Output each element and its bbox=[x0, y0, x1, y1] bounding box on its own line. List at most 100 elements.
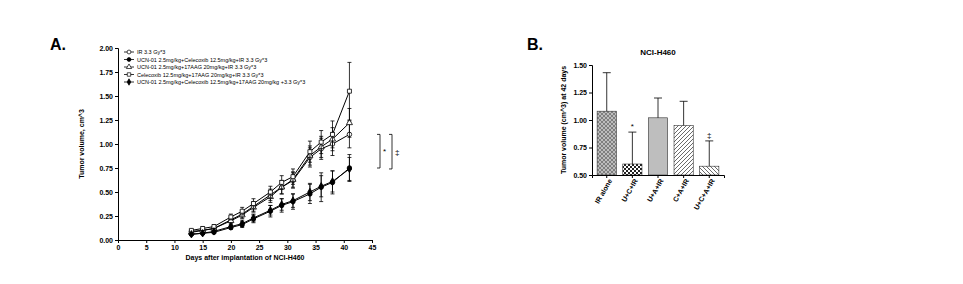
legend-marker bbox=[127, 50, 131, 54]
error-bar-cap bbox=[330, 120, 334, 121]
legend-marker bbox=[127, 58, 131, 62]
error-bar-cap bbox=[268, 197, 272, 198]
legend-marker bbox=[127, 73, 130, 76]
error-bar-cap bbox=[280, 198, 284, 199]
marker bbox=[280, 201, 284, 208]
tick-mark bbox=[203, 240, 204, 243]
marker bbox=[240, 220, 244, 227]
error-bar-cap bbox=[291, 207, 295, 208]
error-bar bbox=[240, 207, 244, 215]
plot-area bbox=[597, 73, 719, 175]
panel-label: A. bbox=[50, 36, 66, 53]
legend-item: UCN-01 2.5mg/kg+17AAG 20mg/kg+IR 3.3 Gy*… bbox=[124, 64, 256, 70]
error-bar-cap bbox=[251, 212, 255, 213]
error-bar bbox=[251, 215, 255, 223]
tick: 0.50 bbox=[573, 172, 592, 179]
error-bar-cap bbox=[319, 196, 323, 197]
tick-mark bbox=[259, 240, 260, 243]
marker bbox=[268, 190, 272, 194]
error-bar-cap bbox=[330, 150, 334, 151]
error-bar-cap bbox=[319, 157, 323, 158]
error-bar bbox=[251, 199, 255, 209]
error-bar-stem bbox=[683, 101, 684, 125]
tick-label: 0.75 bbox=[573, 144, 587, 151]
tick-mark bbox=[115, 216, 118, 217]
series-line bbox=[191, 91, 349, 230]
chart-title: NCI-H460 bbox=[640, 48, 676, 57]
plot-area bbox=[188, 62, 352, 238]
error-bar bbox=[291, 194, 295, 207]
legend-label: IR 3.3 Gy*3 bbox=[137, 49, 165, 55]
error-bar-cap bbox=[603, 72, 611, 73]
tick: 0 bbox=[117, 240, 121, 251]
tick-label: 15 bbox=[199, 244, 207, 251]
marker bbox=[347, 165, 351, 172]
tick: U+A+IR bbox=[646, 175, 665, 203]
tick-label: 0.50 bbox=[99, 189, 113, 196]
tick-label: 45 bbox=[369, 244, 377, 251]
error-bar bbox=[229, 214, 233, 220]
error-bar-cap bbox=[319, 130, 323, 131]
tick: 30 bbox=[284, 240, 292, 251]
legend-marker bbox=[126, 64, 131, 69]
marker bbox=[347, 89, 351, 93]
marker bbox=[229, 223, 233, 230]
marker bbox=[201, 230, 205, 237]
tick-label: 1.75 bbox=[99, 69, 113, 76]
legend-item: IR 3.3 Gy*3 bbox=[124, 49, 165, 55]
tick-mark bbox=[146, 240, 147, 243]
series-line bbox=[191, 169, 349, 234]
error-bar-cap bbox=[319, 172, 323, 173]
error-bar-cap bbox=[347, 157, 351, 158]
tick-mark bbox=[589, 175, 592, 176]
error-bar-cap bbox=[280, 212, 284, 213]
bracket bbox=[377, 134, 380, 168]
legend-label: UCN-01 2.5mg/kg+Celecoxib 12.5mg/kg+IR 3… bbox=[137, 57, 267, 63]
tick: 15 bbox=[199, 240, 207, 251]
error-bar-stem bbox=[709, 141, 710, 166]
error-bar-cap bbox=[330, 192, 334, 193]
error-bar-cap bbox=[347, 181, 351, 182]
error-bar-cap bbox=[308, 183, 312, 184]
bar bbox=[700, 166, 719, 175]
error-bar bbox=[330, 171, 334, 194]
error-bar-cap bbox=[291, 193, 295, 194]
error-bar-cap bbox=[680, 101, 688, 102]
tick: U+C+A+IR bbox=[693, 175, 716, 211]
tick: 1.00 bbox=[573, 117, 592, 124]
tick-label: C+A+IR bbox=[671, 178, 690, 203]
tick-label: 10 bbox=[171, 244, 179, 251]
tick-label: U+C+IR bbox=[620, 178, 639, 203]
error-bar-cap bbox=[291, 187, 295, 188]
panel-b: B.NCI-H460*‡0.500.751.001.251.50IR alone… bbox=[527, 36, 725, 211]
tick: 25 bbox=[256, 240, 264, 251]
error-bar-cap bbox=[330, 170, 334, 171]
tick: 0.75 bbox=[573, 144, 592, 151]
error-bar bbox=[308, 184, 312, 203]
tick: U+C+IR bbox=[620, 175, 639, 203]
error-bar-cap bbox=[268, 186, 272, 187]
tick-mark bbox=[372, 240, 373, 243]
tick-label: 5 bbox=[145, 244, 149, 251]
tick-label: 1.50 bbox=[99, 93, 113, 100]
tick-label: 1.00 bbox=[99, 141, 113, 148]
y-axis-title: Tumor volume (cm^3) at 42 days bbox=[560, 66, 568, 174]
y-axis: 0.000.250.500.751.001.251.501.752.00 bbox=[99, 45, 118, 244]
error-bar-cap bbox=[330, 147, 334, 148]
error-bar-cap bbox=[240, 215, 244, 216]
marker bbox=[268, 207, 272, 214]
error-bar bbox=[280, 199, 284, 211]
panel-label: B. bbox=[527, 36, 543, 53]
marker bbox=[319, 140, 323, 144]
marker bbox=[229, 215, 233, 219]
panel-a: A.0510152025303540450.000.250.500.751.00… bbox=[50, 36, 399, 262]
tick-mark bbox=[589, 65, 592, 66]
annotation: * bbox=[383, 147, 386, 156]
tick-mark bbox=[344, 240, 345, 243]
tick-label: 1.25 bbox=[573, 89, 587, 96]
tick-mark bbox=[589, 120, 592, 121]
tick-label: 2.00 bbox=[99, 45, 113, 52]
error-bar bbox=[308, 183, 312, 200]
error-bar bbox=[319, 173, 323, 202]
error-bar-cap bbox=[291, 209, 295, 210]
